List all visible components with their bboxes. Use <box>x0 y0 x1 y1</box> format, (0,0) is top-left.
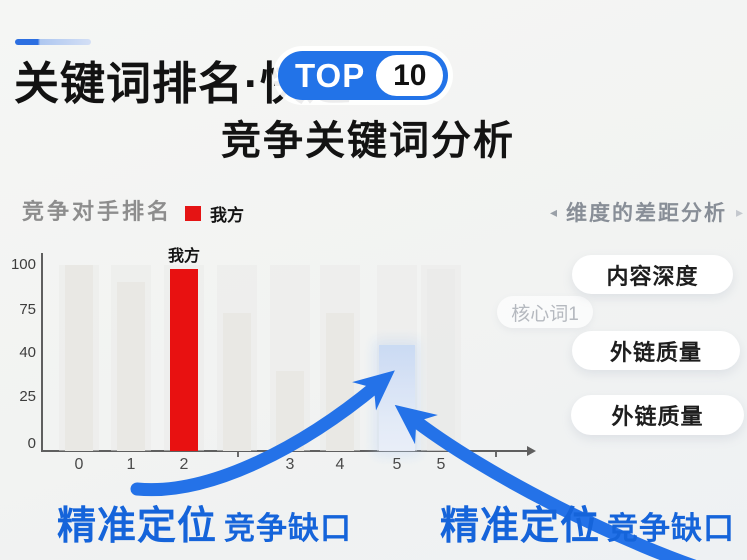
left-triangle-icon: ◂ <box>550 204 558 220</box>
callout-left-rest: 竞争缺口 <box>224 511 353 546</box>
badge-number-pill: 10 <box>376 55 444 96</box>
title-separator: · <box>244 58 261 109</box>
callout-right: 精准定位 竞争缺口 <box>440 495 735 551</box>
x-axis-tick <box>237 452 239 457</box>
chart-legend: 我方 <box>185 201 244 226</box>
accent-bar <box>15 39 91 45</box>
bar-7 <box>427 269 455 451</box>
title-main: 关键词排名 <box>14 58 245 109</box>
y-tick-label: 40 <box>19 344 36 361</box>
y-axis <box>41 253 43 452</box>
badge-top-label: TOP <box>295 57 366 94</box>
legend-label: 我方 <box>210 206 244 225</box>
bar-1 <box>117 282 145 451</box>
bar-5 <box>326 313 354 451</box>
right-triangle-icon: ▸ <box>736 204 744 220</box>
x-tick-label: 0 <box>74 456 84 473</box>
dimension-pill-core-keyword[interactable]: 核心词1 <box>497 296 593 328</box>
callout-left-strong: 精准定位 <box>57 505 218 548</box>
y-tick-label: 100 <box>10 256 36 273</box>
badge-number: 10 <box>393 58 427 92</box>
x-tick-label: 4 <box>335 456 345 473</box>
bar-3 <box>223 313 251 451</box>
page-subtitle: 竞争关键词分析 <box>221 119 515 163</box>
bar-6 <box>379 345 415 451</box>
x-tick-label: 5 <box>436 456 446 473</box>
bar-0 <box>65 265 93 451</box>
bar-annotation: 我方 <box>167 248 200 265</box>
x-tick-label: 3 <box>285 456 295 473</box>
y-tick-label: 75 <box>19 301 36 318</box>
legend-swatch <box>185 206 201 221</box>
x-tick-label: 2 <box>179 456 189 473</box>
x-axis-tick <box>495 452 497 457</box>
x-tick-label: 1 <box>126 456 136 473</box>
bar-2-ours <box>170 269 198 451</box>
panel-header-label: 维度的差距分析 <box>566 202 728 225</box>
panel-header: ◂ 维度的差距分析 ▸ <box>550 197 743 227</box>
x-axis-arrowhead-icon <box>527 446 536 456</box>
dimension-pill-backlink-quality-2[interactable]: 外链质量 <box>571 395 744 435</box>
callout-left: 精准定位 竞争缺口 <box>57 495 352 551</box>
dimension-pill-content-depth[interactable]: 内容深度 <box>572 255 733 294</box>
dimension-pill-backlink-quality-1[interactable]: 外链质量 <box>572 331 740 370</box>
callout-right-rest: 竞争缺口 <box>607 511 736 546</box>
bar-4 <box>276 371 304 451</box>
x-tick-label: 5 <box>392 456 402 473</box>
y-tick-label: 0 <box>27 435 36 452</box>
y-tick-label: 25 <box>19 388 36 405</box>
chart-title: 竞争对手排名 <box>22 199 173 224</box>
callout-right-strong: 精准定位 <box>440 505 601 548</box>
top10-badge: TOP 10 <box>278 51 449 100</box>
